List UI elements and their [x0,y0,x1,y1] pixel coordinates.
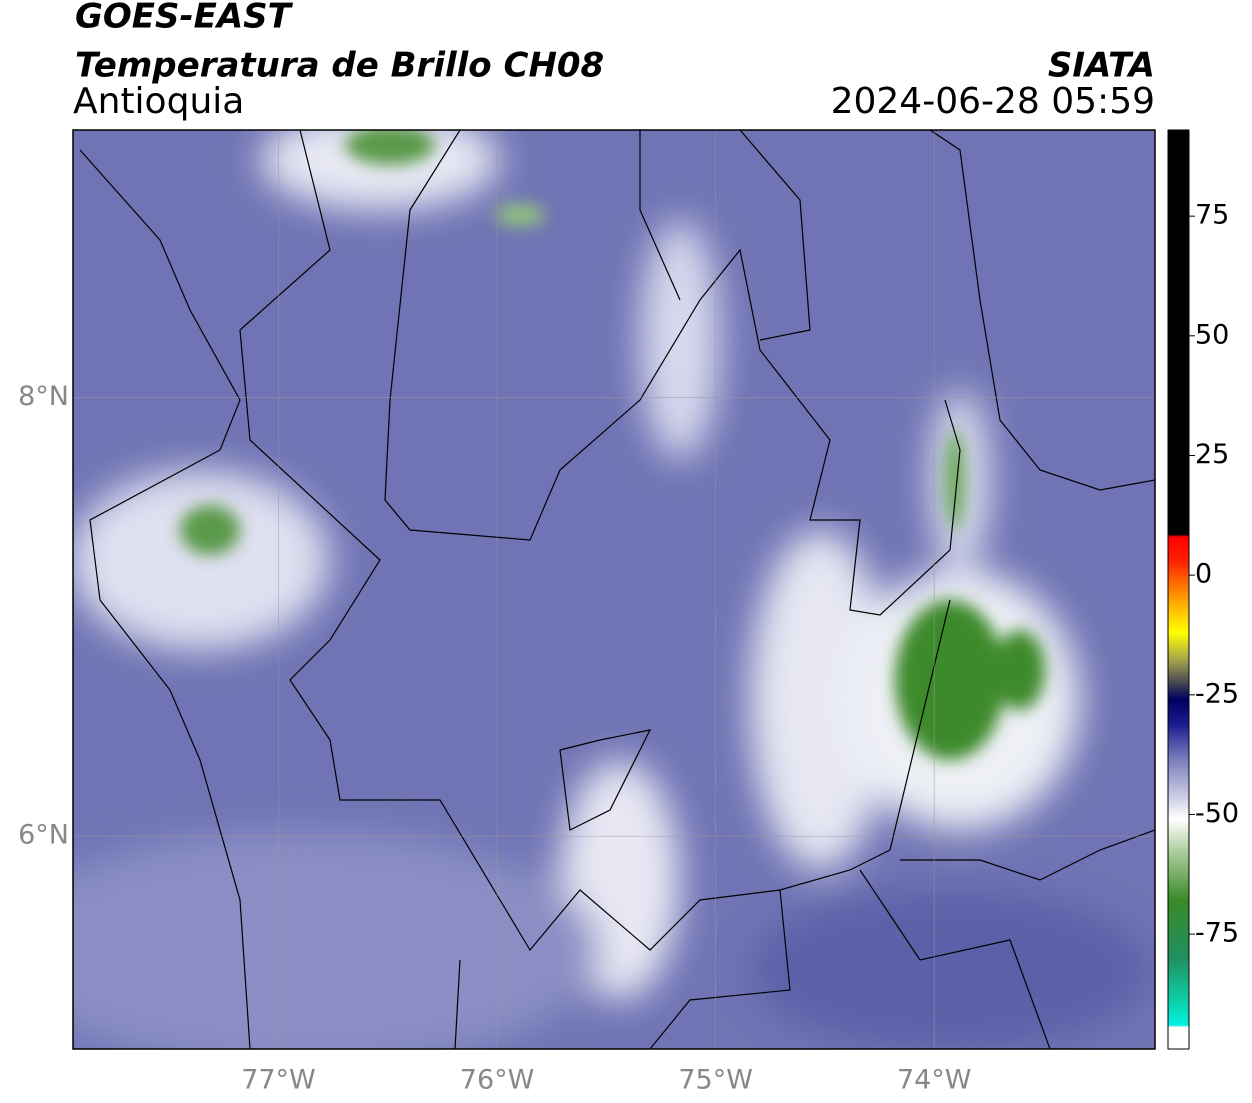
lon-tick-label: 74°W [897,1065,972,1096]
colorbar: 75 50 25 0 -25 -50 -75 [1167,129,1239,1050]
lon-tick-label: 75°W [678,1065,753,1096]
graticule: 77°W 76°W 75°W 74°W 8°N 6°N [18,130,1155,1096]
timestamp: 2024-06-28 05:59 [831,81,1155,122]
lat-tick-label: 8°N [18,381,69,412]
colorbar-tick-label: 0 [1195,559,1212,590]
colorbar-tick-label: -75 [1195,918,1239,949]
colorbar-tick-label: -50 [1195,798,1239,829]
title: GOES-EAST [75,0,294,37]
colorbar-fill [1167,129,1190,1050]
colorbar-tick-label: 25 [1195,439,1229,470]
colorbar-tick-label: 50 [1195,319,1229,350]
imagery [73,130,1155,1049]
lon-tick-label: 77°W [241,1065,316,1096]
colorbar-tick-label: -25 [1195,678,1239,709]
region: Antioquia [73,81,244,122]
subtitle: Temperatura de Brillo CH08 [75,46,604,86]
map-frame [72,129,1156,1050]
source: SIATA [1048,46,1155,86]
lat-tick-label: 6°N [18,820,69,851]
lon-tick-label: 76°W [460,1065,535,1096]
colorbar-tick-label: 75 [1195,200,1229,231]
